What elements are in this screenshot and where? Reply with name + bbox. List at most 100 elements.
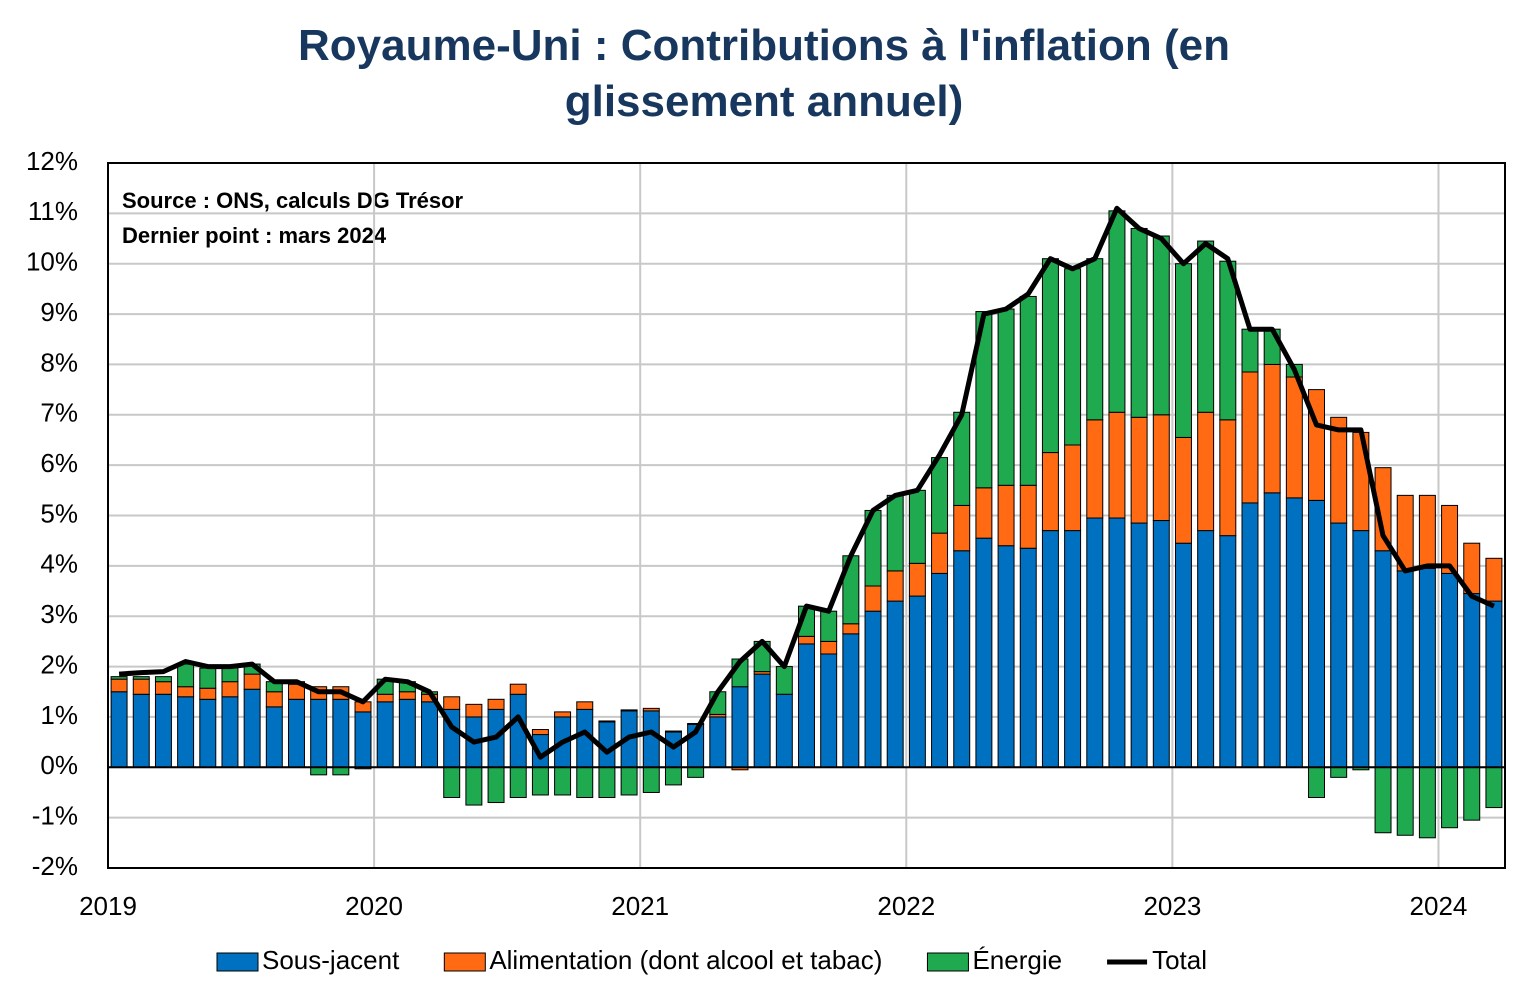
y-tick-label: 7%: [40, 398, 78, 428]
bar-segment: [1374, 550, 1392, 768]
bar-segment: [509, 683, 527, 695]
bar-segment: [908, 595, 926, 768]
bar-segment: [487, 698, 505, 710]
legend-swatch: [443, 952, 486, 972]
bar-segment: [243, 688, 261, 768]
bar-segment: [376, 701, 394, 768]
bar-segment: [975, 537, 993, 768]
bar-segment: [1463, 593, 1481, 768]
bar-segment: [465, 766, 483, 806]
bar-segment: [1019, 547, 1037, 768]
bar-segment: [798, 643, 815, 768]
bar-segment: [177, 686, 195, 698]
x-tick-label: 2023: [1143, 891, 1201, 921]
bar-segment: [1330, 416, 1348, 524]
bar-segment: [598, 766, 616, 798]
bar-segment: [443, 696, 461, 710]
bar-segment: [1241, 502, 1259, 768]
bar-segment: [864, 585, 882, 612]
legend-label: Énergie: [972, 945, 1062, 975]
bar-segment: [1197, 530, 1215, 768]
bar-segment: [864, 610, 882, 768]
bar-segment: [1485, 766, 1503, 809]
bar-segment: [443, 766, 461, 798]
bar-segment: [376, 693, 394, 703]
bar-segment: [1241, 328, 1259, 373]
bar-segment: [132, 678, 150, 695]
bar-segment: [487, 766, 505, 804]
y-tick-label: 8%: [40, 347, 78, 377]
bar-segment: [1441, 766, 1459, 829]
bar-segment: [997, 484, 1015, 547]
bar-segment: [398, 698, 416, 768]
bar-segment: [975, 487, 993, 539]
bar-segment: [1041, 452, 1059, 532]
bar-segment: [1263, 492, 1281, 768]
x-tick-label: 2022: [877, 891, 935, 921]
bar-segment: [154, 676, 172, 683]
bar-segment: [1041, 258, 1059, 454]
bar-segment: [310, 698, 328, 768]
bar-segment: [664, 766, 682, 786]
bar-segment: [1308, 766, 1325, 798]
bar-segment: [265, 691, 283, 708]
bar-segment: [642, 766, 660, 793]
bar-segment: [1152, 520, 1170, 768]
bar-segment: [110, 691, 128, 768]
bar-segment: [886, 600, 904, 768]
y-tick-label: 6%: [40, 448, 78, 478]
bar-segment: [421, 701, 439, 768]
bar-segment: [554, 711, 572, 718]
bar-segment: [1418, 494, 1436, 569]
bar-segment: [1130, 416, 1148, 524]
bar-segment: [177, 696, 195, 768]
bar-segment: [1418, 766, 1436, 839]
bar-segment: [598, 720, 616, 723]
y-tick-label: 5%: [40, 498, 78, 528]
bar-segment: [1485, 600, 1503, 768]
chart-title: Royaume-Uni : Contributions à l'inflatio…: [298, 21, 1230, 126]
legend-swatch: [216, 952, 259, 972]
legend-label: Total: [1152, 945, 1207, 975]
bar-segment: [132, 693, 150, 768]
bar-segment: [1285, 376, 1303, 499]
bar-segment: [931, 532, 949, 574]
bar-segment: [154, 693, 172, 768]
bar-segment: [465, 703, 483, 718]
bar-segment: [1219, 260, 1237, 421]
bar-segment: [997, 308, 1015, 486]
bar-segment: [1064, 268, 1082, 446]
bar-segment: [1330, 522, 1348, 768]
bar-segment: [1019, 295, 1037, 486]
bar-segment: [687, 766, 705, 778]
bar-segment: [908, 489, 926, 564]
legend-swatch: [926, 952, 969, 972]
bar-segment: [1174, 542, 1192, 768]
bar-segment: [243, 673, 261, 690]
bar-segment: [576, 701, 594, 710]
bar-segment: [1064, 444, 1082, 532]
bar-segment: [842, 623, 860, 635]
y-tick-label: 10%: [26, 247, 78, 277]
bar-segment: [1086, 419, 1104, 519]
bar-segment: [1241, 371, 1259, 504]
bar-segment: [642, 710, 660, 768]
legend-label: Alimentation (dont alcool et tabac): [489, 945, 882, 975]
bar-segment: [1219, 535, 1237, 768]
bar-segment: [576, 766, 594, 798]
bar-segment: [642, 707, 660, 712]
y-tick-label: 1%: [40, 700, 78, 730]
legend-label: Sous-jacent: [262, 945, 400, 975]
bar-segment: [997, 545, 1015, 768]
bar-segment: [820, 653, 838, 768]
bar-segment: [620, 709, 638, 712]
bar-segment: [842, 633, 860, 768]
bar-segment: [1197, 411, 1215, 532]
bar-segment: [1263, 363, 1281, 494]
bar-segment: [820, 640, 838, 655]
y-tick-label: 11%: [28, 196, 78, 226]
bar-segment: [354, 711, 372, 768]
bar-segment: [1130, 522, 1148, 768]
y-tick-label: -1%: [32, 801, 78, 831]
bar-segment: [221, 681, 239, 698]
